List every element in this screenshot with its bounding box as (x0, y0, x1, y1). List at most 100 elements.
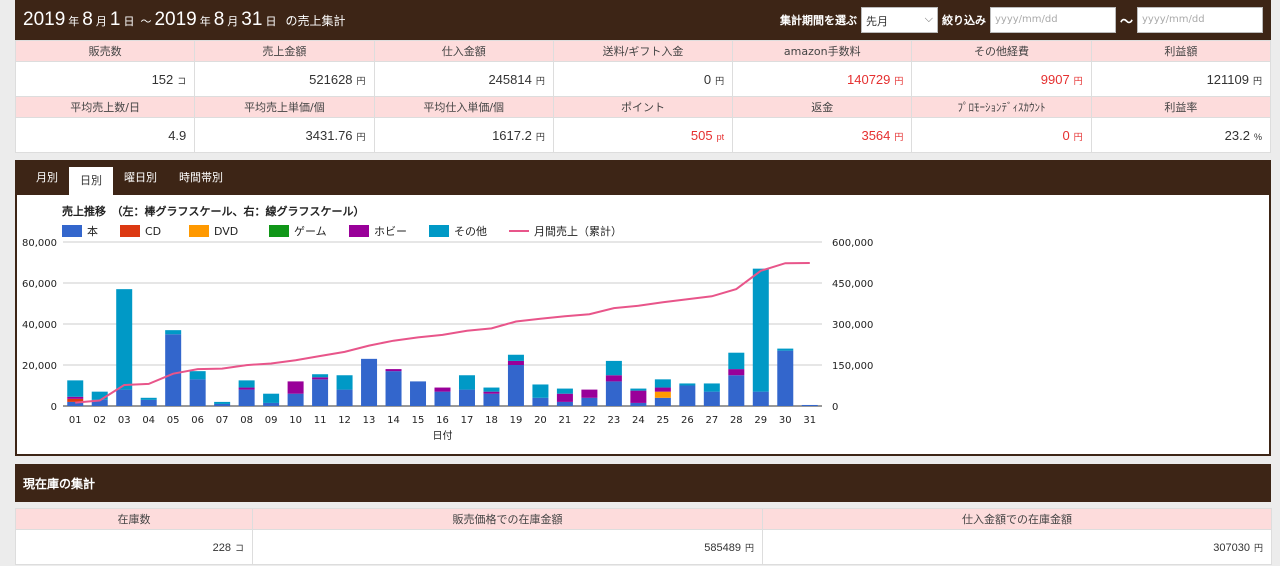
stat-label: 平均売上数/日 (14, 96, 196, 118)
bar-segment (581, 397, 598, 406)
start-year: 2019 (23, 9, 66, 30)
stat-number: 9907 (1040, 71, 1070, 87)
bar-segment (556, 401, 573, 406)
legend-label: 本 (87, 224, 98, 238)
period-select[interactable]: 先月 ⌵ (860, 7, 938, 33)
bar-segment (238, 389, 255, 406)
stat-number: 505 (690, 127, 713, 143)
stat-number: 3564 (861, 127, 891, 143)
bar-segment (336, 389, 353, 406)
start-month: 8 (82, 9, 93, 30)
bar-segment (214, 403, 231, 406)
x-axis-label: 日付 (433, 429, 453, 442)
range-tilde: ～ (140, 16, 152, 28)
tab-1[interactable]: 日別 (69, 167, 113, 195)
stat-number: 140729 (847, 71, 891, 87)
start-day: 1 (109, 9, 121, 30)
bar-segment (630, 402, 647, 406)
summary-labels-row-1: 販売数 売上金額 仕入金額 送料/ギフト入金 amazon手数料 その他経費 利益額 (14, 40, 1272, 62)
stock-value: 585489 円 (252, 529, 763, 565)
sales-chart-panel: 売上推移 （左：棒グラフスケール、右：線グラフスケール） 本 CD DVD ゲーム ホビー… (15, 195, 1271, 456)
bar-segment (654, 391, 671, 398)
legend-swatch (429, 225, 449, 237)
stat-label: その他経費 (911, 40, 1092, 62)
sales-chart: 売上推移 （左：棒グラフスケール、右：線グラフスケール） 本 CD DVD ゲーム ホビー… (22, 204, 873, 442)
bar-segment (189, 371, 206, 380)
legend-label: 月間売上（累計） (534, 224, 622, 238)
summary-labels-row-2: 平均売上数/日 平均売上単価/個 平均仕入単価/個 ポイント 返金 ﾌﾟﾛﾓｰｼｮﾝﾃﾞｨ… (14, 96, 1272, 118)
bar-segment (752, 391, 769, 406)
dashboard: 2019 年 8 月 1 日 ～ 2019 年 8 月 31 日 の売上集計 集… (14, 0, 1272, 565)
bar-segment (605, 381, 622, 406)
bar-segment (507, 354, 524, 361)
bar-segment (654, 379, 671, 388)
tab-3[interactable]: 時間帯別 (179, 171, 223, 184)
end-month: 8 (213, 9, 225, 30)
stock-unit: 円 (1253, 542, 1263, 553)
legend-label: その他 (454, 225, 487, 238)
legend-label: DVD (214, 225, 238, 238)
bar-segment (287, 393, 304, 406)
bar-segment (287, 381, 304, 394)
stat-label: amazon手数料 (732, 40, 913, 62)
legend-swatch (62, 225, 82, 237)
month-unit: 月 (227, 16, 239, 28)
x-tick-label: 04 (142, 415, 155, 426)
bar-segment (556, 388, 573, 394)
stat-value: 140729 円 (732, 61, 913, 97)
stat-label: 利益額 (1090, 40, 1272, 62)
stock-values-row: 228 コ 585489 円 307030 円 (15, 529, 1272, 565)
stock-label: 在庫数 (15, 508, 253, 530)
stat-unit: 円 (894, 75, 904, 86)
bar-segment (238, 387, 255, 390)
chevron-down-icon: ⌵ (924, 12, 933, 25)
bar-segment (312, 374, 329, 378)
stat-value: 3431.76 円 (194, 117, 375, 153)
bar-segment (630, 390, 647, 403)
bar-segment (581, 389, 598, 398)
stock-unit: 円 (744, 542, 754, 553)
stat-unit: 円 (1073, 131, 1083, 142)
bar-segment (532, 397, 549, 406)
bar-segment (483, 391, 500, 394)
date-to-input[interactable]: yyyy/mm/dd (1137, 7, 1263, 33)
summary-values-row-1: 152 コ 521628 円 245814 円 0 円 140729 円 9907 円 121109 円 (14, 61, 1272, 97)
tab-0[interactable]: 月別 (36, 171, 58, 184)
period-select-value: 先月 (865, 15, 888, 28)
bar-segment (385, 371, 402, 406)
y-left-tick-label: 80,000 (22, 238, 57, 249)
bar-segment (532, 384, 549, 398)
bar-segment (67, 396, 84, 399)
stat-unit: 円 (894, 131, 904, 142)
stat-label: 仕入金額 (373, 40, 554, 62)
bar-segment (385, 369, 402, 372)
date-from-input[interactable]: yyyy/mm/dd (989, 7, 1116, 33)
x-tick-label: 03 (118, 415, 131, 426)
stat-number: 0 (1062, 127, 1070, 143)
stat-unit: 円 (1073, 75, 1083, 86)
stat-label: 利益率 (1090, 96, 1272, 118)
stock-number: 307030 (1213, 541, 1250, 554)
y-left-tick-label: 20,000 (22, 361, 57, 372)
legend-swatch (269, 225, 289, 237)
bar-segment (91, 391, 108, 400)
stat-number: 1617.2 (492, 127, 532, 143)
stat-value: 521628 円 (194, 61, 375, 97)
stat-number: 121109 (1206, 71, 1249, 87)
x-tick-label: 13 (363, 415, 376, 426)
stock-number: 585489 (704, 541, 741, 554)
stat-value: 1617.2 円 (373, 117, 554, 153)
x-tick-label: 01 (69, 415, 82, 426)
stat-label: 返金 (732, 96, 913, 118)
bar-segment (728, 352, 745, 370)
year-unit: 年 (68, 16, 80, 28)
bar-segment (703, 391, 720, 406)
end-day: 31 (241, 9, 263, 30)
stat-value: 505 pt (552, 117, 734, 153)
x-tick-label: 26 (681, 415, 694, 426)
stat-label: ﾌﾟﾛﾓｰｼｮﾝﾃﾞｨｽｶｳﾝﾄ (911, 96, 1092, 118)
bar-segment (507, 360, 524, 365)
tab-2[interactable]: 曜日別 (124, 171, 157, 184)
x-tick-label: 02 (93, 415, 106, 426)
legend-label: ゲーム (294, 225, 327, 238)
